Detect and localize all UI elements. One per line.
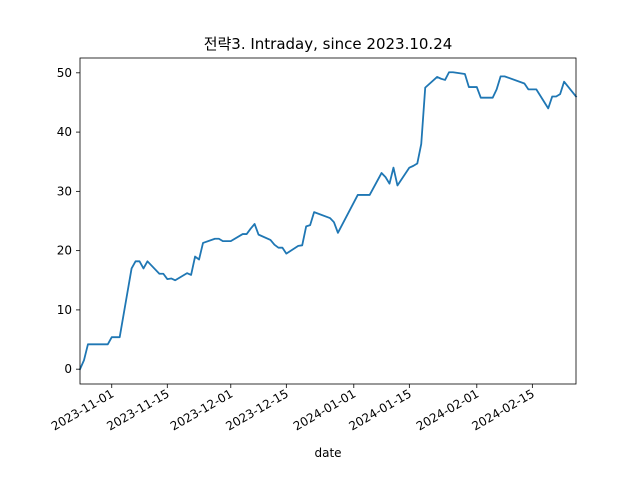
y-axis: 0 10 20 30 40 50: [57, 66, 80, 376]
x-axis-label: date: [314, 446, 341, 460]
plot-area: [78, 71, 578, 371]
y-tick-label: 10: [57, 303, 72, 317]
y-tick-label: 40: [57, 125, 72, 139]
y-tick-label: 20: [57, 244, 72, 258]
y-tick-label: 30: [57, 184, 72, 198]
axes-frame: [79, 57, 577, 385]
chart-title: 전략3. Intraday, since 2023.10.24: [204, 35, 453, 53]
series-line: [78, 71, 578, 371]
y-tick-label: 0: [64, 362, 72, 376]
y-tick-label: 50: [57, 66, 72, 80]
